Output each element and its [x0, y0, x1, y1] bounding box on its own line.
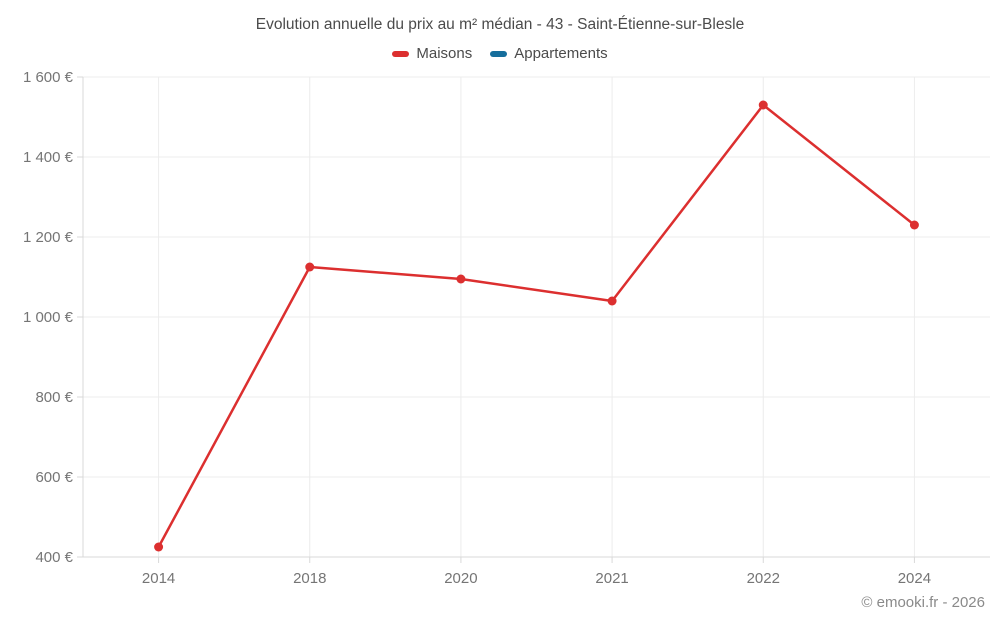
- svg-text:400 €: 400 €: [35, 549, 73, 566]
- legend-label-appartements: Appartements: [514, 45, 608, 62]
- svg-text:2021: 2021: [595, 570, 628, 587]
- svg-text:2014: 2014: [142, 570, 175, 587]
- legend-label-maisons: Maisons: [416, 45, 473, 62]
- chart-legend: Maisons Appartements: [0, 45, 1000, 62]
- svg-text:2024: 2024: [898, 570, 931, 587]
- svg-text:2018: 2018: [293, 570, 326, 587]
- svg-text:600 €: 600 €: [35, 469, 73, 486]
- copyright-text: © emooki.fr - 2026: [861, 594, 985, 611]
- appartements-swatch-icon: [490, 50, 508, 57]
- maisons-swatch-icon: [392, 50, 410, 57]
- chart-title: Evolution annuelle du prix au m² médian …: [255, 16, 745, 33]
- svg-text:1 000 €: 1 000 €: [23, 309, 74, 326]
- svg-text:1 200 €: 1 200 €: [23, 229, 74, 246]
- svg-text:1 400 €: 1 400 €: [23, 149, 74, 166]
- svg-text:1 600 €: 1 600 €: [23, 69, 74, 86]
- legend-item-maisons[interactable]: Maisons: [392, 45, 472, 62]
- svg-text:2020: 2020: [444, 570, 477, 587]
- legend-item-appartements[interactable]: Appartements: [490, 45, 608, 62]
- svg-text:800 €: 800 €: [35, 389, 73, 406]
- svg-text:2022: 2022: [747, 570, 780, 587]
